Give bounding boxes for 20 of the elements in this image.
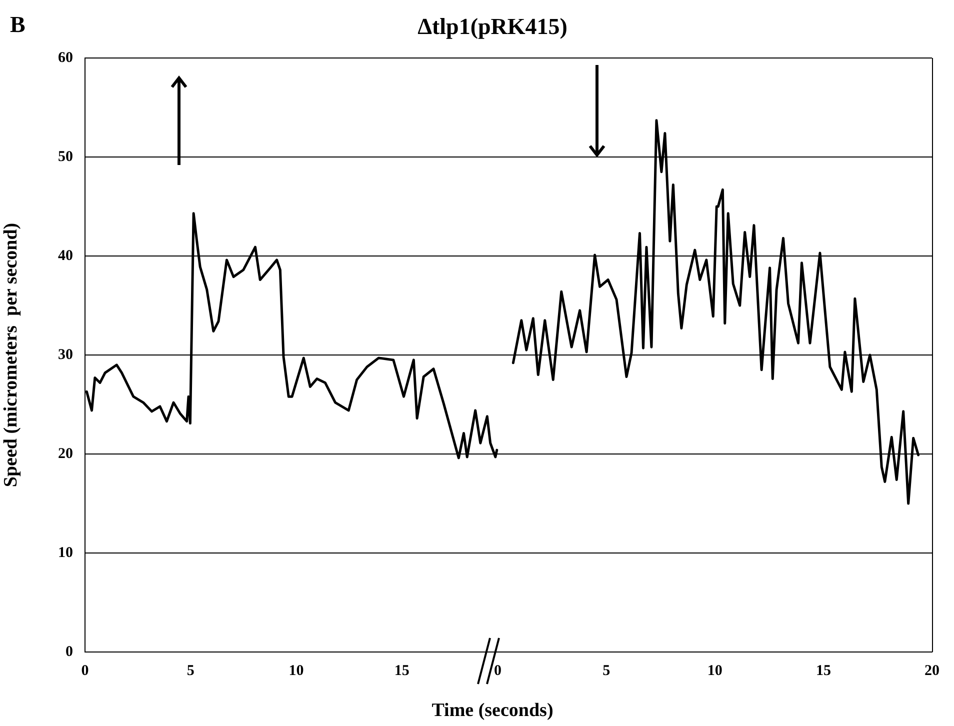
y-axis-title: Speed (micrometers per second): [0, 222, 22, 488]
x-tick-label: 10: [707, 662, 722, 679]
y-tick-label: 0: [66, 644, 73, 660]
chart-title: Δtlp1(pRK415): [416, 14, 568, 40]
y-tick-label: 30: [58, 346, 73, 363]
x-tick-label: 5: [186, 662, 194, 679]
y-tick-label: 10: [58, 544, 73, 561]
y-tick-label: 40: [58, 248, 73, 264]
x-tick-label: 10: [288, 662, 304, 679]
y-tick-label: 60: [58, 50, 73, 66]
y-tick-label: 20: [58, 446, 73, 462]
y-tick-label: 50: [58, 148, 73, 165]
x-tick-label: 0: [494, 662, 502, 679]
x-tick-label: 15: [816, 662, 831, 679]
x-axis-title: Time (seconds): [430, 700, 554, 722]
x-tick-label: 5: [602, 662, 610, 679]
x-tick-label: 0: [81, 662, 89, 679]
x-tick-label: 20: [924, 662, 940, 679]
x-tick-label: 15: [394, 662, 410, 679]
text: B: [10, 12, 26, 38]
